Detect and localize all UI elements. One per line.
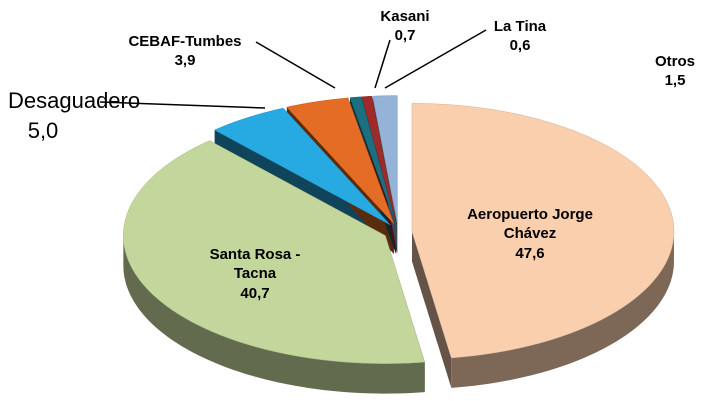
leader-line [99, 101, 266, 109]
slice-label: La Tina [493, 18, 547, 35]
slice-value: 1,5 [664, 72, 686, 89]
pie-slice [349, 96, 397, 224]
slice-label: Aeropuerto Jorge Chávez [467, 206, 593, 242]
slice-label: CEBAF-Tumbes [128, 33, 242, 50]
slice-label: Kasani [380, 8, 430, 25]
slice-value: 47,6 [515, 245, 545, 262]
slice-value: 0,6 [509, 37, 531, 54]
slice-label: Santa Rosa - Tacna [209, 246, 301, 282]
leader-line [384, 29, 487, 89]
slice-side [123, 235, 425, 394]
pie-slice [214, 107, 391, 226]
pie-slice [286, 97, 395, 225]
pie-slice [361, 95, 397, 224]
pie-slice [123, 140, 426, 364]
leader-line [255, 41, 336, 89]
slice-label: Otros [654, 53, 695, 70]
pie-slice [411, 103, 675, 359]
slice-value: 5,0 [27, 118, 59, 143]
slice-wall [411, 231, 452, 388]
slice-value: 40,7 [240, 285, 270, 302]
slice-value: 3,9 [174, 52, 196, 69]
slice-value: 0,7 [394, 27, 416, 44]
slice-side [451, 231, 674, 388]
slice-label: Desaguadero [8, 88, 141, 113]
pie-slice [372, 95, 398, 224]
leader-line [374, 39, 391, 89]
